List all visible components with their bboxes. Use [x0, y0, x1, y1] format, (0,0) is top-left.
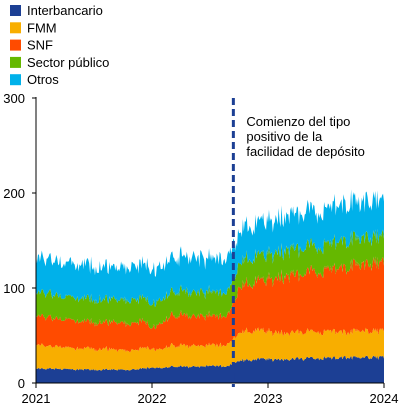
legend-swatch — [10, 74, 21, 86]
x-tick-label: 2021 — [22, 391, 51, 406]
legend-label: Sector público — [27, 55, 109, 70]
area-series — [36, 355, 384, 383]
y-tick-label: 200 — [3, 186, 25, 201]
area-series — [36, 256, 384, 353]
legend-swatch — [10, 39, 21, 51]
x-tick-label: 2023 — [254, 391, 283, 406]
legend-label: FMM — [27, 20, 57, 35]
area-series — [36, 327, 384, 371]
y-tick-label: 300 — [3, 91, 25, 106]
stacked-areas — [36, 189, 384, 383]
legend-label: Interbancario — [27, 3, 103, 18]
legend-label: Otros — [27, 72, 59, 87]
y-tick-label: 100 — [3, 281, 25, 296]
legend-swatch — [10, 22, 21, 34]
area-series — [36, 228, 384, 330]
area-series — [36, 189, 384, 307]
annotation-text: Comienzo del tipo — [246, 114, 350, 129]
x-tick-label: 2024 — [370, 391, 399, 406]
y-tick-label: 0 — [18, 376, 25, 391]
annotation-text: positivo de la — [246, 129, 323, 144]
x-tick-label: 2022 — [138, 391, 167, 406]
legend-swatch — [10, 56, 21, 68]
legend-swatch — [10, 5, 21, 16]
legend-label: SNF — [27, 38, 53, 53]
annotation-text: facilidad de depósito — [246, 144, 365, 159]
legend: Interbancario FMM SNF Sector público Otros — [10, 3, 109, 87]
axes: 0 100 200 300 2021 2022 2023 2024 — [3, 91, 398, 406]
